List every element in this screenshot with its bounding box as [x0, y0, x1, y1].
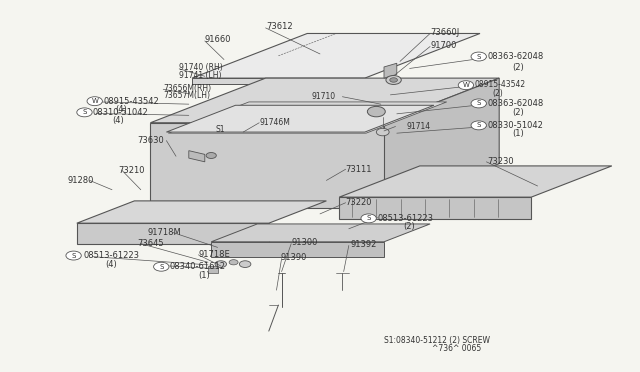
- Text: 08513-61223: 08513-61223: [83, 251, 140, 260]
- Circle shape: [66, 251, 81, 260]
- Text: S1:08340-51212 (2) SCREW: S1:08340-51212 (2) SCREW: [384, 336, 490, 345]
- Text: 91390: 91390: [280, 253, 307, 262]
- Text: 73210: 73210: [118, 166, 145, 174]
- Text: (2): (2): [512, 63, 524, 72]
- Text: W: W: [92, 98, 98, 104]
- Text: (2): (2): [493, 89, 504, 98]
- Text: 91714: 91714: [406, 122, 431, 131]
- Polygon shape: [168, 102, 447, 133]
- Circle shape: [471, 52, 486, 61]
- Text: 91700: 91700: [430, 41, 456, 50]
- Text: 73220: 73220: [346, 198, 372, 207]
- Text: 91741 (LH): 91741 (LH): [179, 71, 221, 80]
- Text: (1): (1): [198, 271, 210, 280]
- Text: W: W: [463, 82, 469, 88]
- Polygon shape: [192, 78, 365, 84]
- Text: (4): (4): [112, 116, 124, 125]
- Text: 91718M: 91718M: [147, 228, 181, 237]
- Circle shape: [215, 261, 227, 267]
- Circle shape: [390, 78, 397, 82]
- Polygon shape: [384, 78, 499, 208]
- Polygon shape: [339, 166, 612, 197]
- Text: 08340-61612: 08340-61612: [170, 262, 226, 271]
- Text: 08915-43542: 08915-43542: [104, 97, 159, 106]
- Text: S1: S1: [215, 125, 225, 134]
- Text: S: S: [477, 100, 481, 106]
- Text: S: S: [477, 122, 481, 128]
- Polygon shape: [384, 63, 397, 78]
- Polygon shape: [150, 78, 499, 123]
- Text: 91280: 91280: [67, 176, 93, 185]
- Polygon shape: [339, 197, 531, 219]
- Circle shape: [239, 261, 251, 267]
- Text: S: S: [72, 253, 76, 259]
- Polygon shape: [150, 123, 384, 208]
- Polygon shape: [192, 33, 480, 78]
- Polygon shape: [189, 151, 205, 162]
- Text: 73111: 73111: [346, 165, 372, 174]
- Text: 08915-43542: 08915-43542: [475, 80, 526, 89]
- Text: 08310-51042: 08310-51042: [93, 108, 148, 117]
- Circle shape: [77, 108, 92, 117]
- Text: 91718E: 91718E: [198, 250, 230, 259]
- Text: 73230: 73230: [488, 157, 515, 166]
- Polygon shape: [208, 266, 218, 273]
- Circle shape: [471, 99, 486, 108]
- Text: 91710: 91710: [311, 92, 335, 101]
- Circle shape: [386, 76, 401, 84]
- Text: 91746M: 91746M: [259, 118, 290, 126]
- Polygon shape: [166, 105, 434, 132]
- Text: S: S: [367, 215, 371, 221]
- Polygon shape: [77, 223, 269, 244]
- Text: 73657M(LH): 73657M(LH): [163, 92, 210, 100]
- Circle shape: [458, 81, 474, 90]
- Circle shape: [361, 214, 376, 223]
- Circle shape: [206, 153, 216, 158]
- Polygon shape: [211, 242, 384, 257]
- Text: S: S: [159, 264, 163, 270]
- Text: (1): (1): [512, 129, 524, 138]
- Circle shape: [87, 97, 102, 106]
- Text: ^736^ 0065: ^736^ 0065: [432, 344, 481, 353]
- Circle shape: [376, 128, 389, 136]
- Circle shape: [154, 262, 169, 271]
- Text: 08363-62048: 08363-62048: [488, 99, 544, 108]
- Text: 08363-62048: 08363-62048: [488, 52, 544, 61]
- Text: 91740 (RH): 91740 (RH): [179, 63, 223, 72]
- Text: S: S: [477, 54, 481, 60]
- Circle shape: [471, 121, 486, 130]
- Polygon shape: [77, 201, 326, 223]
- Text: 73630: 73630: [137, 136, 164, 145]
- Text: (2): (2): [403, 222, 415, 231]
- Text: 91660: 91660: [205, 35, 231, 44]
- Text: 91392: 91392: [351, 240, 377, 249]
- Text: (4): (4): [115, 105, 127, 114]
- Text: 73612: 73612: [266, 22, 293, 31]
- Text: 08513-61223: 08513-61223: [378, 214, 434, 223]
- Text: S: S: [83, 109, 86, 115]
- Circle shape: [367, 106, 385, 117]
- Polygon shape: [211, 224, 430, 242]
- Text: 08330-51042: 08330-51042: [488, 121, 543, 130]
- Text: 91300: 91300: [291, 238, 317, 247]
- Circle shape: [229, 260, 238, 265]
- Text: (4): (4): [106, 260, 117, 269]
- Text: 73660J: 73660J: [430, 28, 460, 37]
- Text: 73656M(RH): 73656M(RH): [163, 84, 211, 93]
- Text: (2): (2): [512, 108, 524, 117]
- Text: 73645: 73645: [138, 239, 164, 248]
